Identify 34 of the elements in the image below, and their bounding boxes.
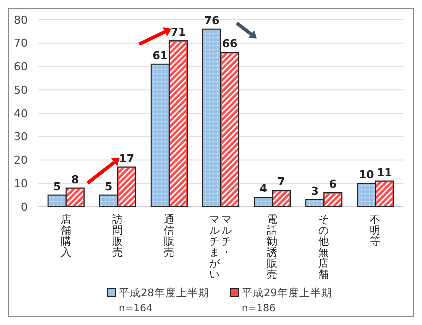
y-tick-label: 30 <box>14 130 28 144</box>
legend-label: 平成29年度上半期 <box>242 286 332 300</box>
data-label: 7 <box>278 176 286 189</box>
category-label: マルチ・マルチまがい <box>210 214 232 281</box>
text: n=164 <box>119 304 153 314</box>
data-label: 17 <box>119 152 135 166</box>
data-label: 3 <box>311 184 319 198</box>
x-tick-label: 不明等 <box>370 214 382 248</box>
y-tick-label: 20 <box>14 154 28 168</box>
data-label: 8 <box>72 173 80 186</box>
data-label: 76 <box>204 14 220 28</box>
y-tick-label: 0 <box>21 200 28 214</box>
x-tick-label: その他無店舗 <box>318 214 330 281</box>
y-tick-label: 40 <box>14 107 28 120</box>
x-tick-label: 訪問販売 <box>112 213 124 259</box>
data-label: 11 <box>377 166 392 180</box>
y-tick-label: 70 <box>14 37 28 50</box>
data-label: 71 <box>170 26 186 40</box>
data-label: 4 <box>260 182 268 196</box>
y-tick-label: 50 <box>14 84 28 97</box>
x-tick-label: 通信販売 <box>164 213 175 259</box>
data-label: 6 <box>329 178 338 191</box>
legend-label: 平成28年度上半期 <box>119 286 210 300</box>
y-tick-label: 60 <box>14 60 28 74</box>
data-label: 66 <box>222 38 238 51</box>
data-label: 5 <box>54 180 62 194</box>
y-tick-label: 10 <box>14 177 28 190</box>
y-tick-label: 80 <box>14 14 28 27</box>
data-label: 5 <box>105 180 113 194</box>
x-tick-label: 電話勧誘販売 <box>267 214 278 281</box>
x-tick-label: 店舗購入 <box>60 213 72 259</box>
data-label: 10 <box>358 168 375 182</box>
data-label: 61 <box>152 49 168 62</box>
text: n=186 <box>242 304 276 314</box>
